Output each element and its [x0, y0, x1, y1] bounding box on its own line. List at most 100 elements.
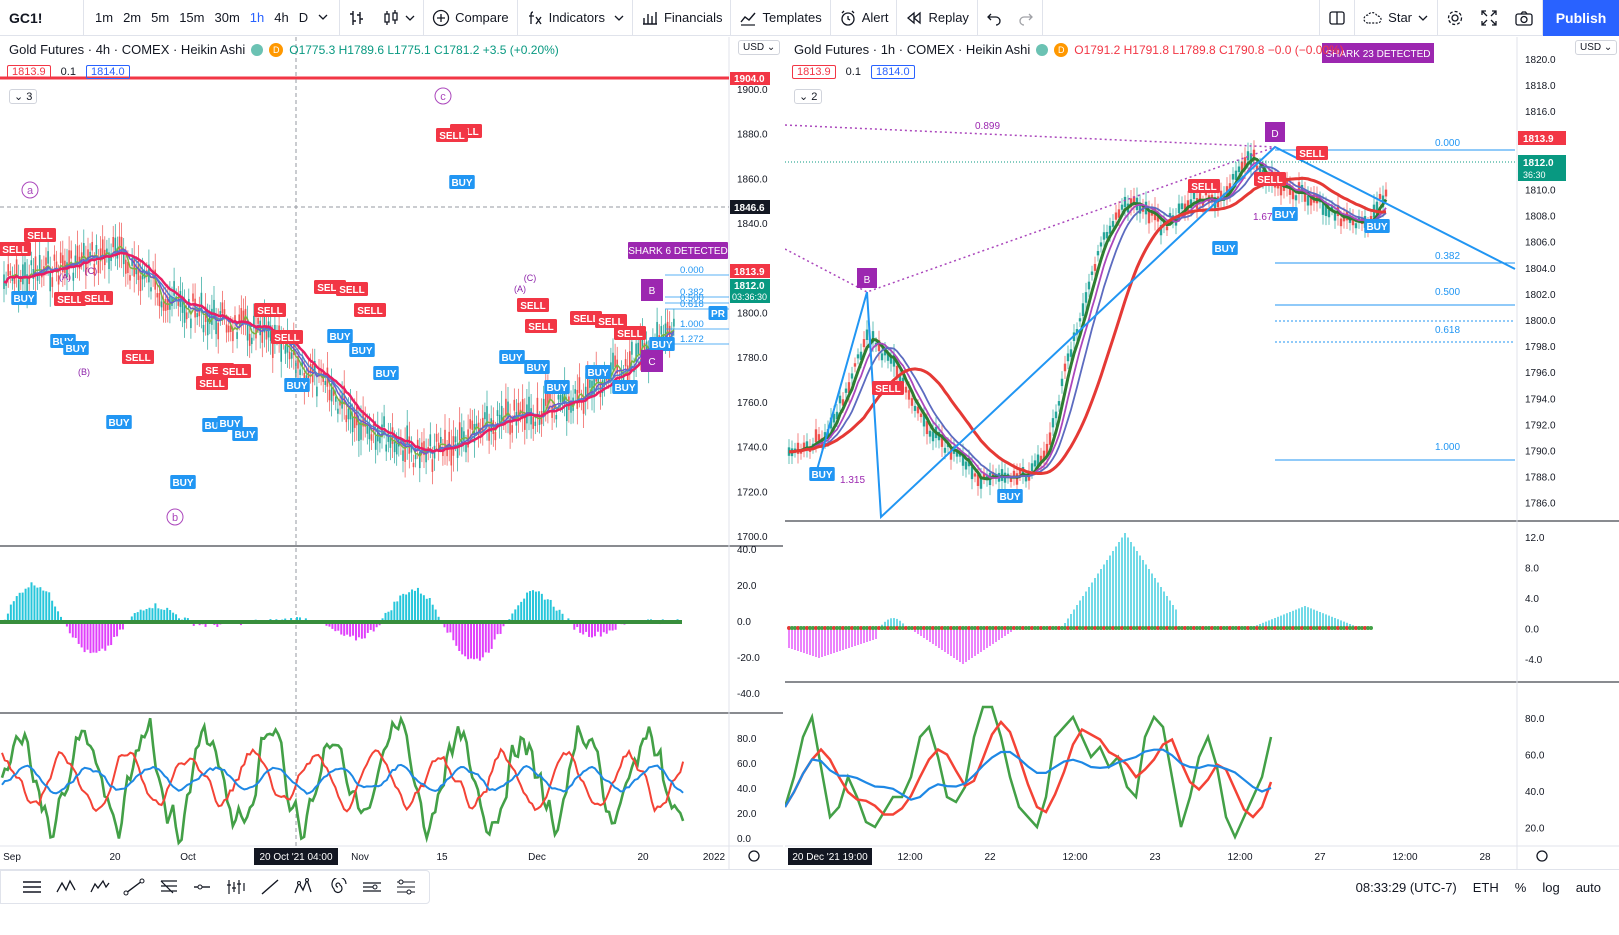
right-chart-pane[interactable]: 1820.0 1818.0 1816.0 1814.0 1812.0 1810.0 1808… [783, 37, 1619, 870]
histogram-dot [1078, 626, 1082, 630]
compare-button[interactable]: Compare [424, 0, 518, 36]
chevron-down-icon[interactable] [313, 10, 333, 25]
right-oscillator [787, 533, 1373, 664]
buy-signal: BUY [1274, 210, 1295, 221]
right-currency[interactable]: USD ⌄ [1575, 40, 1618, 55]
head-shoulders-icon[interactable] [293, 876, 315, 898]
candle-body [976, 474, 980, 486]
templates-button[interactable]: Templates [731, 0, 831, 36]
candle-body [404, 442, 406, 462]
right-ask[interactable]: 1814.0 [870, 65, 915, 79]
candle-body [584, 386, 587, 402]
candle-body [814, 429, 818, 443]
auto-toggle[interactable]: auto [1575, 879, 1601, 895]
histogram-dot [1024, 626, 1028, 630]
histogram-dot [1003, 626, 1007, 630]
sell-signal-bg [872, 381, 904, 395]
sell-signal-bg [570, 311, 602, 325]
candle-body [961, 453, 965, 466]
sell-signal: SELL [598, 317, 624, 328]
undo-button[interactable] [978, 0, 1010, 36]
session-toggle[interactable]: ETH [1472, 879, 1499, 895]
publish-button[interactable]: Publish [1543, 0, 1619, 36]
buy-signal: BUY [329, 332, 350, 343]
histogram-dot [1189, 626, 1193, 630]
sell-signal: SELL [1191, 182, 1217, 193]
line-icon[interactable] [259, 876, 281, 898]
tf-1m[interactable]: 1m [95, 10, 114, 25]
histogram-dot [1246, 626, 1250, 630]
fullscreen-button[interactable] [1472, 0, 1506, 36]
indicators-button[interactable]: Indicators [518, 0, 633, 36]
right-bid-ask: 1813.9 0.1 1814.0 [792, 65, 915, 79]
right-symbol-title[interactable]: Gold Futures · 1h · COMEX · Heikin Ashi [794, 42, 1031, 57]
left-bid[interactable]: 1813.9 [7, 65, 51, 79]
tf-15m[interactable]: 15m [179, 10, 205, 25]
histogram-dot [922, 626, 926, 630]
tf-2m[interactable]: 2m [123, 10, 142, 25]
histogram-dot [1300, 626, 1304, 630]
horizontal-lines-icon[interactable] [21, 876, 43, 898]
percent-toggle[interactable]: % [1514, 879, 1527, 895]
rsi-tick-label: 40.0 [737, 784, 757, 795]
replay-button[interactable]: Replay [897, 0, 978, 36]
candle-style-button[interactable] [374, 0, 425, 36]
symbol-search[interactable]: GC1! [0, 0, 84, 36]
snapshot-button[interactable] [1506, 0, 1543, 36]
tf-d[interactable]: D [298, 10, 309, 25]
log-toggle[interactable]: log [1542, 879, 1560, 895]
buy-signal: BUY [614, 383, 635, 394]
trend-line-icon[interactable] [123, 876, 145, 898]
regression-icon[interactable] [395, 876, 417, 898]
xabcd-pattern-icon[interactable] [55, 876, 77, 898]
histogram-dot [1339, 626, 1343, 630]
fib-spiral-icon[interactable] [327, 876, 349, 898]
candle-body [582, 397, 585, 414]
candle-body [1324, 205, 1328, 217]
tf-30m[interactable]: 30m [214, 10, 240, 25]
alert-button[interactable]: Alert [831, 0, 898, 36]
tf-1h[interactable]: 1h [249, 10, 265, 25]
histogram-dot [970, 626, 974, 630]
histogram-dot [1042, 626, 1046, 630]
histogram-dot [886, 626, 890, 630]
histogram-dot [1057, 626, 1061, 630]
left-bid-ask: 1813.9 0.1 1814.0 [7, 65, 130, 79]
right-bid[interactable]: 1813.9 [792, 65, 836, 79]
left-ask[interactable]: 1814.0 [85, 65, 130, 79]
fib-retracement-icon[interactable] [157, 876, 179, 898]
left-chart-pane[interactable]: 1900.01880.01860.01840.01820.01800.01780… [0, 37, 783, 870]
bars-pattern-icon[interactable] [225, 876, 247, 898]
right-chart-canvas[interactable]: 1820.0 1818.0 1816.0 1814.0 1812.0 1810.0 1808… [783, 37, 1619, 870]
tf-5m[interactable]: 5m [151, 10, 170, 25]
histogram-dot [1288, 626, 1292, 630]
left-chart-canvas[interactable]: 1900.01880.01860.01840.01820.01800.01780… [0, 37, 783, 870]
bar-style-button[interactable] [340, 0, 374, 36]
financials-button[interactable]: Financials [633, 0, 732, 36]
tf-4h[interactable]: 4h [274, 10, 289, 25]
candle-body [72, 272, 75, 281]
left-currency[interactable]: USD ⌄ [738, 40, 781, 55]
clock-time[interactable]: 08:33:29 (UTC-7) [1355, 879, 1457, 895]
right-indicators-toggle[interactable]: ⌄ 2 [794, 89, 823, 104]
horizontal-ray-icon[interactable] [191, 876, 213, 898]
fib-level-label: 1.000 [680, 319, 704, 330]
candle-body [1018, 469, 1022, 475]
parallel-channel-icon[interactable] [361, 876, 383, 898]
candle-body [251, 337, 253, 345]
candle-body [223, 309, 226, 316]
candle-body [1120, 204, 1124, 210]
histogram-dot [1222, 626, 1226, 630]
redo-button[interactable] [1010, 0, 1043, 36]
elliott-wave-icon[interactable] [89, 876, 111, 898]
star-watchlist-button[interactable]: Star [1355, 0, 1438, 36]
candle-body [589, 379, 591, 388]
left-symbol-title[interactable]: Gold Futures · 4h · COMEX · Heikin Ashi [9, 42, 246, 57]
candle-body [272, 339, 274, 358]
histogram-dot [1051, 626, 1055, 630]
layout-button[interactable] [1319, 0, 1356, 36]
resistance-price: 1904.0 [734, 74, 765, 85]
settings-button[interactable] [1438, 0, 1472, 36]
left-indicators-toggle[interactable]: ⌄ 3 [9, 89, 38, 104]
histogram-dot [838, 626, 842, 630]
